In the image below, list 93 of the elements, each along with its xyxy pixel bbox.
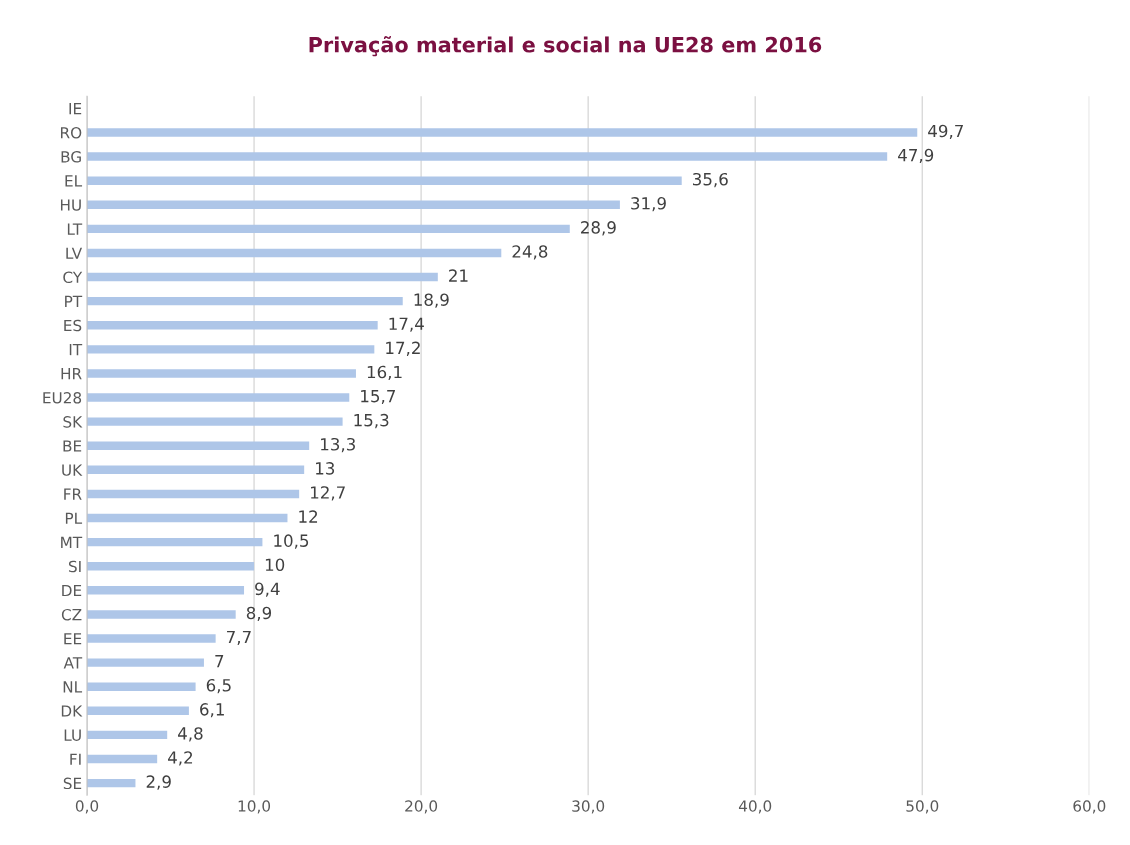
bar (87, 441, 310, 450)
data-label: 24,8 (512, 245, 548, 260)
data-label: 12 (299, 510, 318, 523)
bar (87, 489, 300, 499)
y-tick-label: EU28 (43, 392, 82, 404)
data-label: 4,2 (168, 751, 193, 766)
bar (87, 730, 168, 740)
data-label: 15,3 (354, 413, 389, 429)
x-tick-label: 20,0 (405, 800, 438, 814)
bar (87, 513, 288, 523)
y-tick-label: LT (67, 223, 83, 235)
y-tick-label: EE (64, 633, 82, 645)
data-label: 12,7 (311, 486, 345, 501)
y-tick-label: PT (65, 295, 83, 307)
data-label: 4,8 (178, 727, 203, 742)
bar (87, 658, 204, 667)
y-tick-label: CZ (61, 608, 82, 621)
y-tick-label: IT (69, 344, 83, 356)
data-label: 15,7 (361, 389, 395, 405)
y-tick-label: EL (65, 175, 83, 187)
x-tick-label: 10,0 (238, 800, 271, 814)
data-label: 10,5 (274, 534, 309, 549)
data-label: 49,7 (928, 124, 963, 140)
data-label: 13 (316, 462, 335, 475)
y-tick-label: HU (60, 199, 81, 211)
data-label: 16,1 (367, 365, 402, 380)
y-tick-label: HR (61, 368, 82, 380)
y-tick-label: DK (61, 705, 83, 717)
data-label: 13,3 (321, 437, 355, 453)
y-tick-label: BG (61, 151, 81, 163)
bar (87, 754, 158, 764)
y-tick-label: PL (65, 512, 83, 524)
x-tick-label: 50,0 (906, 800, 939, 814)
data-label: 7 (215, 655, 224, 668)
y-tick-label: UK (62, 464, 83, 476)
bar (87, 345, 375, 354)
y-tick-label: LV (66, 247, 83, 259)
bar (87, 152, 888, 161)
bar (87, 176, 682, 185)
x-tick-label: 30,0 (572, 800, 605, 814)
bar (87, 537, 263, 547)
bar (87, 417, 343, 426)
data-label: 21 (449, 269, 468, 282)
y-tick-label: NL (63, 681, 83, 693)
y-tick-label: SK (63, 416, 83, 428)
data-label: 9,4 (255, 582, 280, 597)
data-label: 28,9 (581, 221, 616, 236)
bar (87, 296, 403, 306)
data-label: 6,5 (206, 678, 231, 694)
chart-title: Privação material e social na UE28 em 2016 (309, 36, 822, 57)
y-tick-label: SE (63, 777, 82, 790)
data-label: 6,1 (200, 703, 224, 718)
x-tick-label: 0,0 (75, 800, 99, 814)
bar (87, 393, 350, 402)
bar (87, 248, 502, 258)
y-tick-label: BE (63, 440, 82, 452)
y-tick-label: RO (61, 126, 82, 139)
data-label: 17,4 (389, 317, 424, 332)
bar (87, 706, 189, 716)
y-tick-label: ES (64, 319, 82, 332)
data-label: 17,2 (386, 341, 420, 356)
data-label: 2,9 (146, 775, 171, 790)
x-tick-label: 60,0 (1073, 800, 1106, 814)
data-label: 31,9 (631, 197, 666, 212)
y-tick-label: MT (61, 536, 83, 548)
bar (87, 562, 255, 571)
bar (87, 586, 245, 595)
bar (87, 128, 918, 137)
data-label: 18,9 (414, 293, 449, 308)
bar (87, 465, 305, 475)
bar (87, 224, 570, 234)
bar (87, 272, 438, 282)
data-label: 47,9 (898, 148, 934, 164)
y-tick-label: FI (70, 753, 81, 765)
y-tick-label: DE (62, 584, 82, 597)
data-label: 10 (265, 558, 285, 572)
y-tick-label: FR (64, 488, 82, 500)
data-label: 7,7 (227, 630, 251, 646)
bar (87, 200, 620, 209)
y-tick-label: IE (69, 103, 82, 115)
bar (87, 778, 136, 788)
bar (87, 610, 236, 619)
bar (87, 682, 196, 691)
y-tick-label: CY (63, 271, 83, 284)
y-tick-label: AT (63, 657, 83, 669)
y-tick-label: SI (68, 560, 81, 573)
data-label: 8,9 (246, 606, 272, 621)
bar (87, 321, 378, 330)
x-tick-label: 40,0 (738, 800, 772, 814)
data-label: 35,6 (693, 172, 728, 188)
bar (87, 369, 356, 378)
y-tick-label: LU (64, 729, 81, 741)
bar (87, 634, 216, 643)
